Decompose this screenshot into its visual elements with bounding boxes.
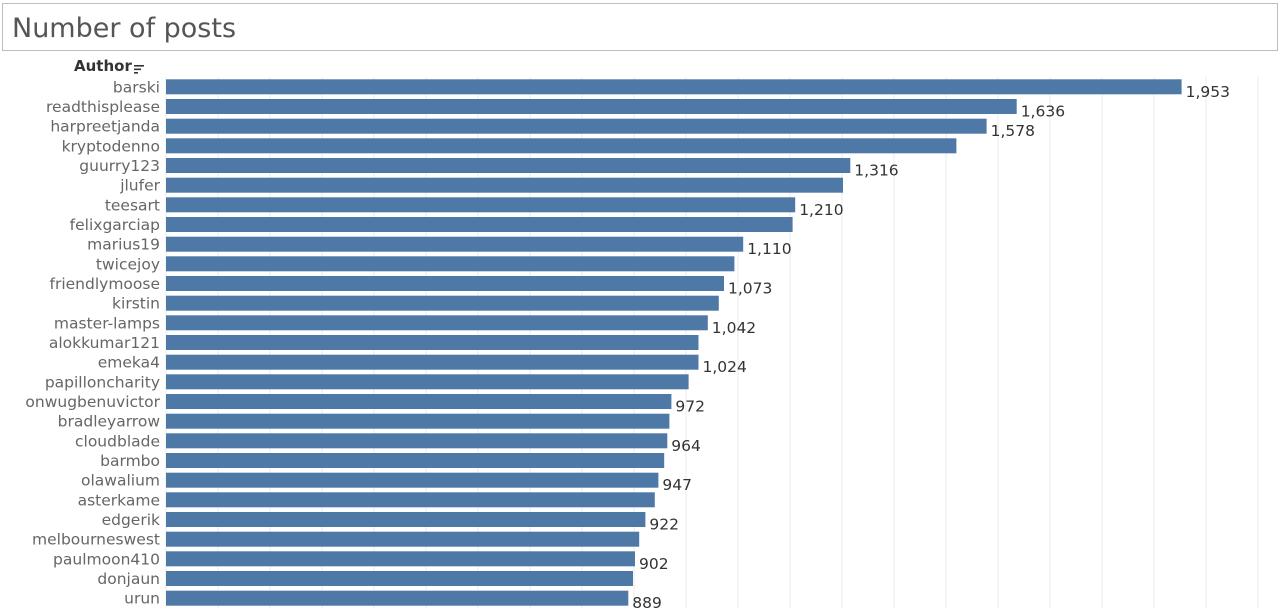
value-label: 1,024 bbox=[703, 358, 747, 376]
bar-jlufer[interactable] bbox=[166, 177, 843, 193]
bar-readthisplease[interactable] bbox=[166, 99, 1017, 114]
category-label: harpreetjanda bbox=[50, 118, 160, 136]
page-title: Number of posts bbox=[12, 13, 237, 44]
category-label: papilloncharity bbox=[45, 373, 160, 391]
category-label: donjaun bbox=[97, 570, 160, 588]
value-label: 947 bbox=[662, 476, 692, 494]
category-label: bradleyarrow bbox=[58, 413, 161, 431]
category-label: asterkame bbox=[78, 491, 160, 509]
bar-guurry123[interactable] bbox=[166, 158, 851, 173]
category-label: olawalium bbox=[81, 472, 160, 490]
category-label: cloudblade bbox=[75, 432, 160, 450]
value-label: 1,073 bbox=[728, 280, 772, 298]
bar-barmbo[interactable] bbox=[166, 453, 665, 468]
bar-cloudblade[interactable] bbox=[166, 433, 668, 449]
value-label: 1,636 bbox=[1021, 103, 1065, 121]
category-label: teesart bbox=[105, 196, 160, 214]
bar-asterkame[interactable] bbox=[166, 492, 655, 508]
value-label: 1,953 bbox=[1186, 83, 1230, 101]
bar-barski[interactable] bbox=[166, 79, 1182, 95]
value-label: 902 bbox=[639, 555, 669, 573]
category-label: edgerik bbox=[102, 511, 160, 529]
value-label: 972 bbox=[675, 398, 705, 416]
bar-alokkumar121[interactable] bbox=[166, 335, 699, 350]
value-label: 1,316 bbox=[854, 162, 898, 180]
bar-onwugbenuvictor[interactable] bbox=[166, 394, 672, 409]
category-label: alokkumar121 bbox=[49, 334, 160, 352]
category-label: onwugbenuvictor bbox=[25, 393, 160, 411]
category-label: master-lamps bbox=[54, 314, 160, 332]
category-label: twicejoy bbox=[96, 255, 160, 273]
category-label: kirstin bbox=[112, 295, 160, 313]
value-label: 1,110 bbox=[747, 240, 791, 258]
category-label: paulmoon410 bbox=[53, 550, 160, 568]
column-header-label: Author bbox=[74, 57, 132, 75]
value-label: 1,042 bbox=[712, 319, 756, 337]
bar-donjaun[interactable] bbox=[166, 571, 633, 586]
category-label: friendlymoose bbox=[50, 275, 161, 293]
bar-edgerik[interactable] bbox=[166, 512, 646, 527]
value-label: 922 bbox=[649, 516, 679, 534]
sort-descending-icon[interactable] bbox=[133, 63, 146, 75]
bar-paulmoon410[interactable] bbox=[166, 551, 635, 567]
bar-papilloncharity[interactable] bbox=[166, 374, 689, 390]
column-header[interactable]: Author bbox=[74, 57, 146, 75]
category-label: melbourneswest bbox=[32, 531, 160, 549]
bar-urun[interactable] bbox=[166, 590, 629, 606]
value-label: 889 bbox=[632, 594, 662, 611]
category-label: marius19 bbox=[87, 236, 160, 254]
bar-friendlymoose[interactable] bbox=[166, 276, 724, 291]
category-label: felixgarciap bbox=[70, 216, 160, 234]
bar-teesart[interactable] bbox=[166, 197, 796, 213]
category-label: urun bbox=[124, 590, 160, 608]
value-label: 1,210 bbox=[799, 201, 843, 219]
bar-felixgarciap[interactable] bbox=[166, 217, 793, 232]
value-label: 964 bbox=[671, 437, 701, 455]
category-label: readthisplease bbox=[46, 98, 160, 116]
bar-kryptodenno[interactable] bbox=[166, 138, 957, 154]
bar-master-lamps[interactable] bbox=[166, 315, 708, 331]
value-label: 1,578 bbox=[991, 122, 1035, 140]
bar-marius19[interactable] bbox=[166, 236, 744, 252]
bar-olawalium[interactable] bbox=[166, 472, 659, 488]
bar-melbourneswest[interactable] bbox=[166, 531, 640, 547]
bar-twicejoy[interactable] bbox=[166, 256, 735, 272]
bar-emeka4[interactable] bbox=[166, 354, 699, 370]
bar-kirstin[interactable] bbox=[166, 295, 719, 311]
category-label: kryptodenno bbox=[62, 137, 160, 155]
category-label: barski bbox=[113, 78, 160, 96]
category-label: barmbo bbox=[100, 452, 160, 470]
category-label: guurry123 bbox=[79, 157, 160, 175]
category-label: emeka4 bbox=[98, 354, 160, 372]
category-label: jlufer bbox=[119, 177, 160, 195]
bar-bradleyarrow[interactable] bbox=[166, 413, 670, 429]
bar-harpreetjanda[interactable] bbox=[166, 118, 987, 134]
title-box: Number of posts bbox=[2, 3, 1278, 51]
